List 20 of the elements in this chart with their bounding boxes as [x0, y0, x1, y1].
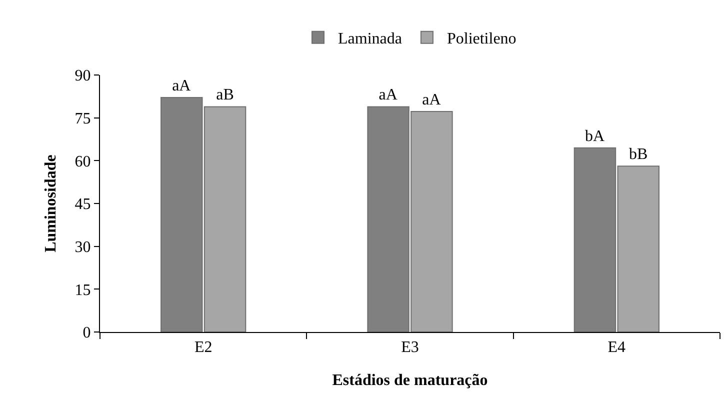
y-tick-label: 45 — [74, 196, 91, 214]
legend-label: Laminada — [338, 30, 402, 48]
data-label: aB — [216, 86, 234, 104]
x-tick-label: E3 — [401, 339, 419, 356]
y-tick-label: 30 — [74, 238, 91, 256]
data-label: bB — [629, 146, 648, 164]
x-axis-title: Estádios de maturação — [332, 372, 488, 389]
y-tick-label: 0 — [82, 324, 91, 342]
y-axis-title: Luminosidade — [42, 154, 60, 252]
y-tick-label: 90 — [74, 68, 91, 85]
data-label: aA — [422, 92, 442, 109]
x-tick-label: E2 — [194, 339, 212, 356]
y-tick-label: 60 — [74, 153, 91, 170]
y-tick-label: 15 — [74, 282, 91, 299]
legend-label: Polietileno — [446, 30, 516, 48]
data-label: aA — [172, 78, 192, 95]
y-tick-label: 75 — [74, 110, 91, 128]
data-label: aA — [378, 86, 398, 104]
data-label: bA — [584, 128, 605, 145]
x-tick-label: E4 — [608, 339, 626, 356]
